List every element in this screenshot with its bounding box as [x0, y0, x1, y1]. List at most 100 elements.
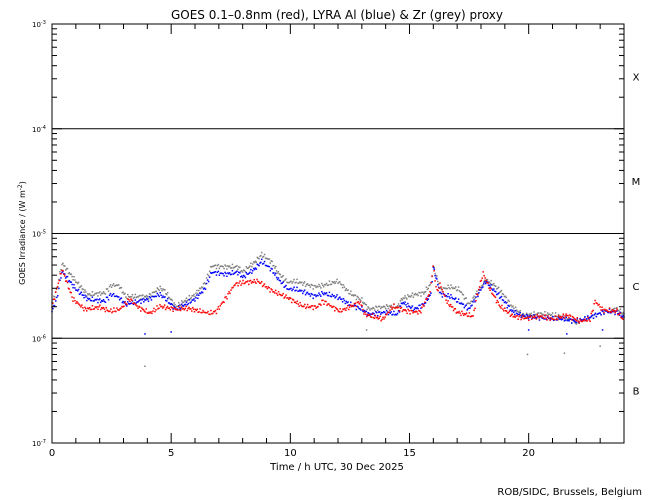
data-point: [327, 303, 329, 305]
data-point: [343, 308, 345, 311]
data-point: [479, 289, 481, 291]
data-point: [197, 311, 199, 313]
data-point: [259, 282, 262, 284]
data-point: [130, 295, 133, 298]
data-point: [108, 310, 110, 313]
data-point: [253, 278, 255, 281]
data-point: [65, 267, 68, 270]
data-point: [531, 315, 533, 317]
data-point: [463, 306, 466, 309]
data-point: [334, 297, 336, 299]
data-point: [255, 261, 258, 264]
data-point: [517, 318, 519, 320]
data-point: [331, 280, 334, 283]
data-point: [242, 274, 245, 277]
data-point: [449, 297, 451, 299]
data-point: [395, 306, 397, 308]
data-point: [569, 314, 571, 316]
data-point: [541, 317, 543, 319]
data-point: [370, 313, 372, 315]
data-point: [357, 306, 359, 308]
data-point: [436, 275, 438, 277]
data-point: [307, 306, 310, 309]
data-point: [490, 279, 492, 282]
data-point: [540, 312, 543, 315]
data-point: [531, 316, 534, 319]
data-point: [272, 264, 274, 267]
data-point: [222, 300, 224, 303]
data-point: [423, 302, 426, 304]
data-point: [464, 305, 467, 307]
data-point: [558, 315, 561, 317]
data-point: [182, 307, 185, 310]
data-point: [460, 314, 462, 317]
data-point: [218, 267, 221, 270]
data-point: [456, 311, 458, 313]
data-point: [528, 315, 531, 317]
data-point: [105, 288, 108, 290]
data-point: [171, 307, 173, 309]
data-point: [301, 292, 304, 295]
data-point: [246, 267, 248, 270]
data-point: [546, 314, 548, 317]
data-point: [404, 309, 406, 311]
data-point: [551, 312, 554, 314]
data-point: [211, 265, 214, 268]
data-point: [533, 313, 535, 316]
data-point: [425, 298, 427, 300]
data-point: [393, 303, 395, 305]
data-point: [380, 311, 383, 314]
data-point: [172, 304, 174, 307]
data-point: [66, 267, 69, 270]
data-point: [281, 275, 283, 278]
data-point: [332, 295, 334, 297]
data-point: [178, 305, 180, 307]
data-point: [147, 312, 149, 315]
data-point: [567, 319, 569, 321]
data-point: [386, 313, 388, 315]
data-point: [137, 301, 139, 303]
data-point: [285, 294, 287, 296]
data-point: [104, 293, 107, 295]
data-point: [401, 302, 404, 305]
data-point: [454, 298, 456, 301]
data-point: [426, 288, 429, 291]
data-point: [350, 290, 352, 293]
data-point: [408, 305, 410, 307]
data-point: [454, 286, 457, 288]
data-point: [434, 274, 436, 277]
data-point: [152, 310, 154, 312]
data-point: [561, 318, 564, 320]
data-point: [89, 299, 92, 302]
data-point: [428, 295, 430, 297]
data-point: [376, 311, 378, 314]
data-point: [215, 274, 218, 276]
data-point: [203, 287, 206, 289]
data-point: [160, 287, 162, 290]
data-point: [546, 319, 548, 321]
data-point: [153, 295, 156, 298]
data-point: [57, 294, 59, 297]
data-point: [330, 283, 333, 286]
data-point: [444, 295, 446, 297]
data-point: [69, 291, 71, 293]
data-point: [399, 305, 402, 307]
data-point: [413, 310, 415, 313]
data-point: [451, 296, 453, 299]
data-point: [592, 309, 594, 312]
data-point: [321, 290, 323, 293]
data-point: [265, 264, 268, 267]
data-point: [555, 315, 557, 317]
data-point: [127, 298, 129, 300]
data-point: [368, 312, 370, 315]
data-point: [227, 272, 229, 274]
data-point: [265, 257, 268, 260]
data-point: [449, 305, 451, 308]
data-point: [127, 301, 129, 303]
data-point: [277, 271, 280, 273]
data-point: [200, 311, 202, 314]
data-point: [426, 299, 429, 301]
data-point: [242, 279, 244, 282]
data-point: [409, 296, 412, 298]
flare-class-label: X: [633, 72, 640, 83]
